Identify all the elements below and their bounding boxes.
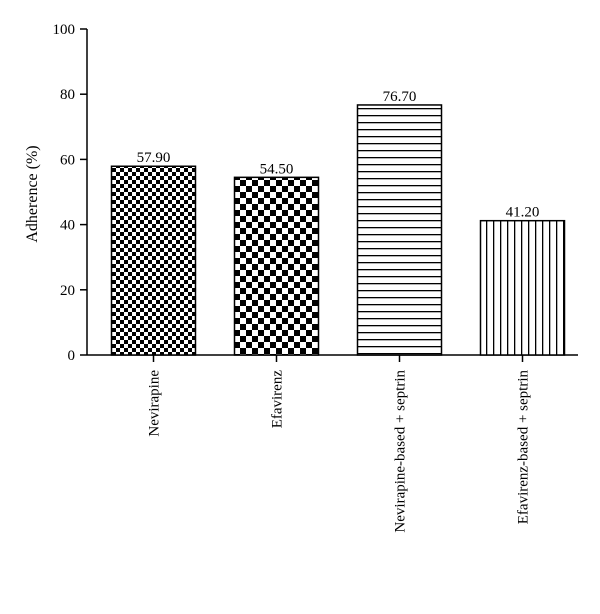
y-tick-label: 0 — [68, 348, 76, 364]
bar-2 — [233, 176, 320, 356]
x-category-label: Nevirapine — [147, 370, 163, 437]
y-tick-label: 100 — [53, 22, 76, 38]
bar-1 — [110, 165, 197, 356]
x-category-label: Efavirenz-based + septrin — [516, 370, 532, 525]
bars — [110, 104, 566, 356]
category-labels: Nevirapine Efavirenz Nevirapine-based + se… — [147, 370, 532, 533]
data-labels: 57.90 54.50 76.70 41.20 — [137, 89, 540, 221]
y-tick-label: 20 — [60, 283, 75, 299]
bar-value-label: 41.20 — [506, 205, 540, 221]
bar-value-label: 57.90 — [137, 150, 171, 166]
bar-3 — [356, 104, 443, 356]
y-tick-label: 60 — [60, 152, 75, 168]
y-axis: 0 20 40 60 80 100 — [53, 22, 88, 364]
x-category-label: Nevirapine-based + septrin — [393, 370, 409, 533]
bar-value-label: 76.70 — [383, 89, 417, 105]
bar-4 — [479, 219, 566, 356]
x-axis — [87, 354, 578, 362]
bar-value-label: 54.50 — [260, 161, 294, 177]
x-category-label: Efavirenz — [270, 370, 286, 429]
y-axis-title: Adherence (%) — [24, 145, 41, 242]
y-tick-label: 80 — [60, 87, 75, 103]
y-tick-label: 40 — [60, 218, 75, 234]
